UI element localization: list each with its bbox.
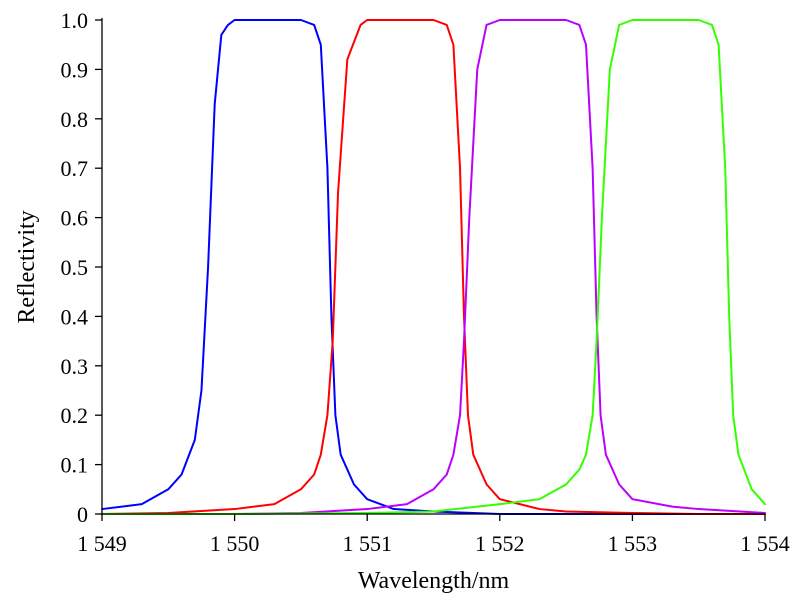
x-tick-label: 1 549 (77, 531, 127, 556)
x-ticks: 1 549 1 550 1 551 1 552 1 553 1 554 (77, 514, 790, 556)
x-tick-label: 1 551 (342, 531, 392, 556)
series-line-1 (101, 19, 766, 515)
y-ticks: 0 0.1 0.2 0.3 0.4 0.5 0.6 0.7 0.8 0.9 1.0 (61, 8, 102, 527)
y-tick-label: 0 (77, 502, 88, 527)
y-tick-label: 0.6 (61, 206, 89, 231)
y-tick-label: 1.0 (61, 8, 89, 33)
y-tick-label: 0.1 (61, 453, 89, 478)
series-line-3 (101, 19, 766, 515)
y-tick-label: 0.8 (61, 107, 89, 132)
y-axis-title: Reflectivity (14, 210, 40, 323)
x-tick-label: 1 550 (210, 531, 260, 556)
y-tick-label: 0.2 (61, 403, 89, 428)
y-tick-label: 0.4 (61, 304, 89, 329)
x-tick-label: 1 554 (740, 531, 790, 556)
y-tick-label: 0.5 (61, 255, 89, 280)
y-tick-label: 0.7 (61, 156, 89, 181)
series-line-2 (101, 19, 766, 515)
x-tick-label: 1 553 (608, 531, 658, 556)
series-line-4 (101, 19, 766, 515)
y-tick-label: 0.3 (61, 354, 89, 379)
x-tick-label: 1 552 (475, 531, 525, 556)
x-axis-title: Wavelength/nm (358, 568, 510, 594)
y-tick-label: 0.9 (61, 57, 89, 82)
axes-layer (101, 18, 765, 515)
series-layer (101, 19, 766, 515)
